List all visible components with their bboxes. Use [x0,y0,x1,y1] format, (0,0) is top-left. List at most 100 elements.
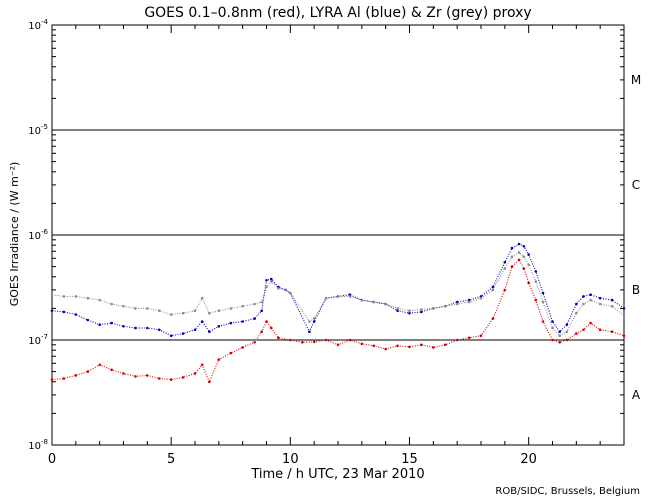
data-point [110,368,113,372]
data-point [467,300,471,304]
data-point [491,317,495,320]
data-point [134,375,137,378]
data-point [312,320,316,323]
data-point [110,302,113,306]
data-point [491,285,495,289]
data-point [503,288,507,292]
data-point [181,376,185,379]
data-point [241,320,244,323]
data-point [208,311,211,315]
y-axis: 10-8 10-7 10-6 10-5 10-4 [28,18,624,452]
data-point [396,344,399,348]
data-point [510,265,514,268]
data-point [510,255,514,259]
data-point [86,370,90,373]
data-point [301,341,304,344]
data-point [122,325,125,328]
data-point [575,311,578,315]
data-point [217,325,221,328]
data-point [589,298,592,302]
data-point [541,320,545,323]
data-point [610,330,614,334]
data-point [444,304,447,308]
data-point [589,293,592,297]
data-point [229,321,233,325]
x-tick-label: 5 [167,452,175,467]
y-tick-label: 10-6 [28,228,48,242]
flare-class-label: C [632,178,640,192]
data-point [558,334,561,338]
data-point [479,296,483,300]
data-point [360,342,364,346]
data-point [270,326,273,330]
data-point [200,296,204,300]
data-point [622,334,626,338]
data-point [558,341,561,344]
data-point [193,328,197,332]
data-point [372,344,376,348]
data-point [208,330,211,334]
data-point [503,267,507,270]
data-point [384,302,388,306]
data-point [289,338,292,342]
data-point [558,330,561,334]
data-point [541,291,545,295]
data-point [122,304,125,308]
data-point [396,309,399,313]
data-point [229,351,233,355]
data-point [455,338,459,342]
data-point [467,336,471,340]
credit-text: ROB/SIDC, Brussels, Belgium [495,486,640,497]
data-point [260,309,264,313]
data-point [589,321,592,325]
data-point [534,270,538,273]
data-point [98,298,101,302]
data-point [467,298,471,302]
series-layer [50,242,626,384]
data-point [260,330,264,334]
data-point [74,374,78,377]
data-point [575,332,578,335]
data-point [217,358,221,361]
data-point [217,309,221,313]
data-point [253,341,256,344]
data-point [610,298,614,302]
x-axis-label: Time / h UTC, 23 Mar 2010 [250,467,424,482]
data-point [622,314,626,318]
data-point [324,338,328,342]
data-point [241,346,244,349]
data-point [522,245,526,248]
data-point [110,321,113,325]
data-point [50,378,54,381]
data-point [479,334,483,338]
data-point [551,326,554,330]
data-point [270,280,273,283]
data-point [527,263,530,267]
data-point [169,334,173,338]
data-point [598,302,602,306]
data-point [169,378,173,381]
flare-class-label: A [632,388,641,402]
data-point [289,291,292,295]
data-point [308,330,311,334]
data-point [408,309,411,313]
data-point [74,295,78,298]
data-point [510,246,514,250]
data-point [408,311,411,315]
data-point [284,288,287,292]
data-point [517,242,521,246]
data-point [396,307,399,310]
y-tick-label: 10-5 [28,123,48,137]
data-point [181,311,185,315]
data-point [200,320,204,323]
data-point [479,295,483,298]
data-point [50,293,54,297]
data-point [146,374,149,377]
data-point [432,346,435,349]
data-point [360,298,364,302]
data-point [158,377,161,380]
data-point [384,347,388,351]
data-point [134,307,137,310]
data-point [336,343,340,347]
